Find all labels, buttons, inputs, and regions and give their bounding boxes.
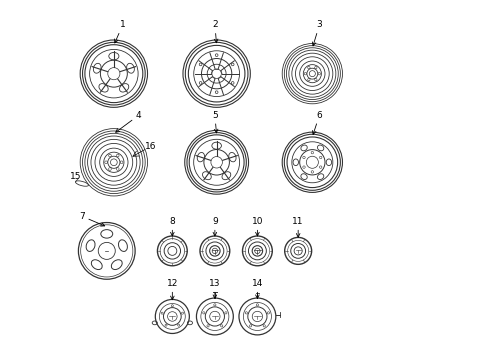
- Text: 6: 6: [313, 111, 322, 135]
- Text: 11: 11: [293, 217, 304, 237]
- Text: 5: 5: [212, 111, 218, 133]
- Text: 12: 12: [167, 279, 178, 300]
- Text: 14: 14: [252, 279, 263, 298]
- Text: 15: 15: [70, 172, 81, 181]
- Text: 9: 9: [212, 217, 218, 236]
- Text: 13: 13: [209, 279, 220, 298]
- Text: 7: 7: [79, 212, 105, 226]
- Text: 4: 4: [116, 111, 142, 132]
- Text: 16: 16: [146, 142, 157, 151]
- Text: 2: 2: [212, 21, 218, 43]
- Text: 3: 3: [312, 21, 322, 46]
- Text: 1: 1: [115, 21, 125, 43]
- Text: 8: 8: [170, 217, 175, 236]
- Text: 10: 10: [252, 217, 263, 236]
